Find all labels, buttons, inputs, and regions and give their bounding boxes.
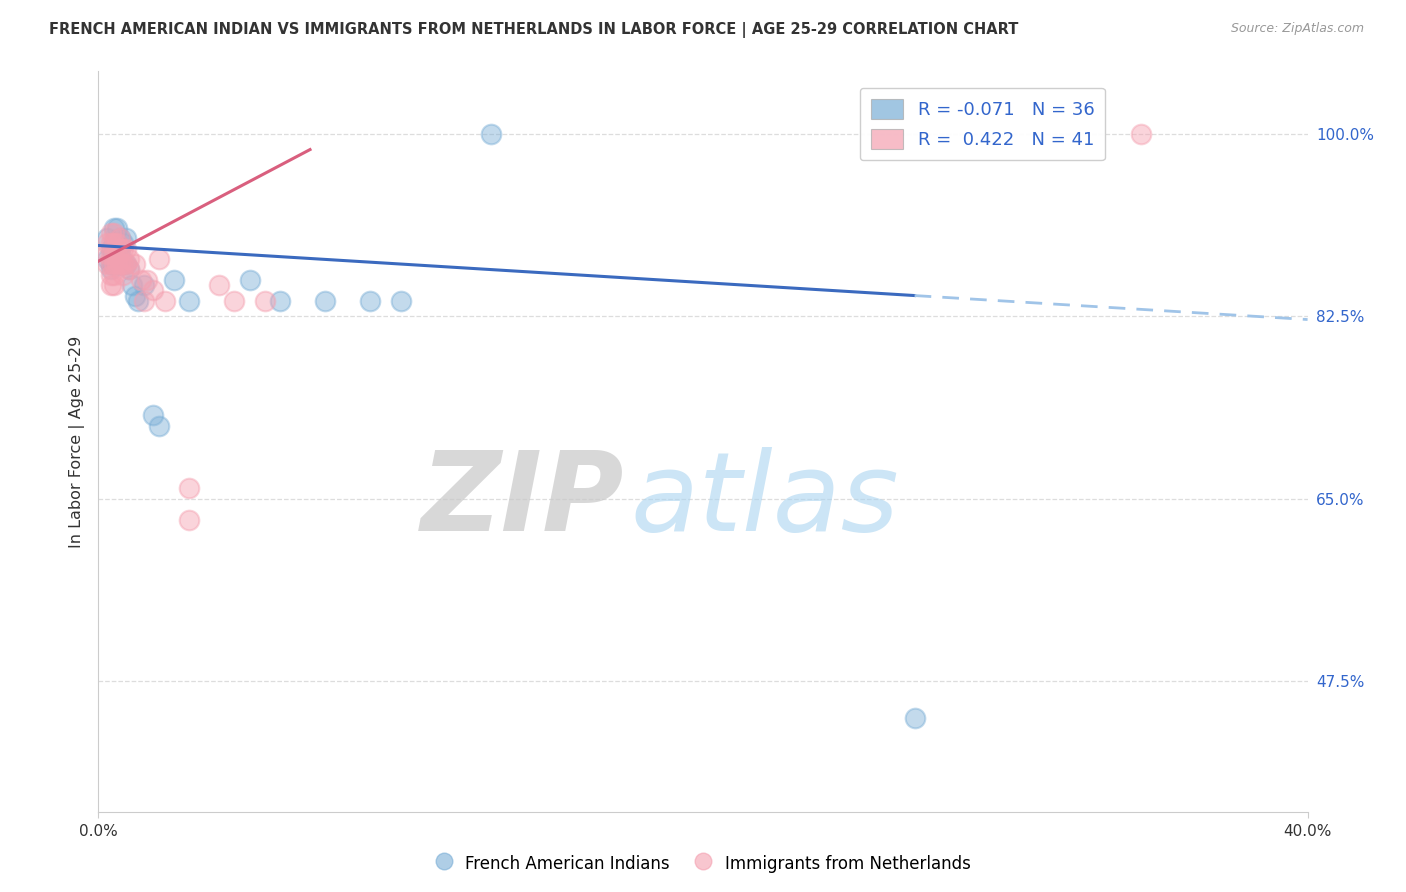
Point [179, 482, 201, 496]
Point [114, 257, 136, 271]
Point [100, 257, 122, 271]
Text: atlas: atlas [630, 447, 898, 554]
Point [103, 247, 125, 261]
Point [208, 278, 231, 293]
Point [114, 257, 136, 271]
Point [124, 257, 146, 271]
Point [114, 242, 136, 256]
Point [142, 283, 165, 297]
Point [96, 257, 118, 271]
Point [108, 231, 131, 245]
Point [1130, 127, 1153, 141]
Point [103, 226, 125, 240]
Point [100, 242, 122, 256]
Point [118, 262, 141, 277]
Point [314, 293, 336, 308]
Point [108, 257, 131, 271]
Point [114, 231, 136, 245]
Point [103, 247, 125, 261]
Point [96, 252, 118, 266]
Point [96, 231, 118, 245]
Point [132, 278, 155, 293]
Text: ZIP: ZIP [420, 447, 624, 554]
Point [135, 273, 157, 287]
Point [108, 247, 131, 261]
Point [269, 293, 291, 308]
Point [124, 288, 146, 302]
Point [224, 293, 246, 308]
Point [105, 247, 128, 261]
Point [100, 226, 122, 240]
Text: Source: ZipAtlas.com: Source: ZipAtlas.com [1230, 22, 1364, 36]
Point [103, 257, 125, 271]
Point [100, 268, 122, 282]
Point [100, 257, 122, 271]
Point [389, 293, 412, 308]
Legend: French American Indians, Immigrants from Netherlands: French American Indians, Immigrants from… [429, 847, 977, 880]
Point [103, 220, 125, 235]
Point [105, 220, 128, 235]
Point [105, 247, 128, 261]
Point [148, 418, 170, 433]
Point [96, 247, 118, 261]
Point [132, 293, 155, 308]
Point [111, 257, 134, 271]
Point [105, 257, 128, 271]
Point [100, 236, 122, 251]
Point [100, 278, 122, 293]
Point [121, 278, 143, 293]
Point [118, 252, 141, 266]
Point [239, 273, 262, 287]
Point [111, 242, 134, 256]
Point [108, 257, 131, 271]
Point [105, 236, 128, 251]
Point [127, 293, 149, 308]
Point [103, 257, 125, 271]
Point [111, 257, 134, 271]
Point [103, 236, 125, 251]
Point [253, 293, 276, 308]
Point [360, 293, 382, 308]
Point [108, 231, 131, 245]
Text: FRENCH AMERICAN INDIAN VS IMMIGRANTS FROM NETHERLANDS IN LABOR FORCE | AGE 25-29: FRENCH AMERICAN INDIAN VS IMMIGRANTS FRO… [49, 22, 1018, 38]
Legend: R = -0.071   N = 36, R =  0.422   N = 41: R = -0.071 N = 36, R = 0.422 N = 41 [859, 87, 1105, 161]
Point [118, 262, 141, 277]
Point [96, 236, 118, 251]
Point [105, 236, 128, 251]
Point [163, 273, 186, 287]
Point [105, 257, 128, 271]
Point [100, 262, 122, 277]
Point [129, 273, 152, 287]
Point [179, 293, 201, 308]
Point [481, 127, 503, 141]
Point [111, 268, 134, 282]
Point [100, 247, 122, 261]
Point [904, 711, 927, 725]
Point [142, 409, 165, 423]
Point [103, 236, 125, 251]
Point [111, 236, 134, 251]
Point [108, 242, 131, 256]
Point [153, 293, 176, 308]
Point [179, 513, 201, 527]
Point [103, 268, 125, 282]
Point [103, 278, 125, 293]
Point [148, 252, 170, 266]
Y-axis label: In Labor Force | Age 25-29: In Labor Force | Age 25-29 [69, 335, 84, 548]
